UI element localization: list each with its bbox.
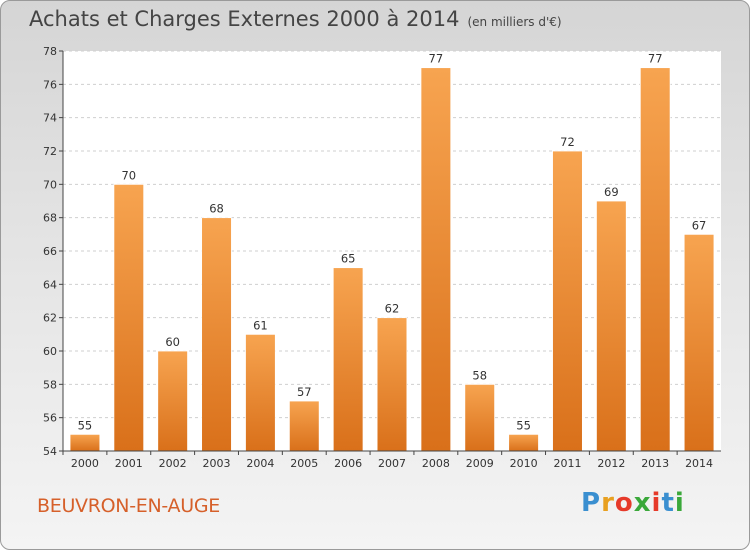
y-tick-label: 60 xyxy=(43,345,57,358)
x-tick-label-2014: 2014 xyxy=(685,457,713,470)
y-tick-label: 78 xyxy=(43,45,57,58)
y-tick-label: 72 xyxy=(43,145,57,158)
data-label-2007: 62 xyxy=(385,302,400,316)
x-tick-label-2013: 2013 xyxy=(641,457,669,470)
bar-2004 xyxy=(245,333,276,452)
axes xyxy=(59,50,721,455)
y-tick-label: 54 xyxy=(43,445,57,458)
y-tick-label: 64 xyxy=(43,278,57,291)
bar-2005 xyxy=(288,400,320,452)
y-tick-label: 58 xyxy=(43,378,57,391)
data-label-2002: 60 xyxy=(165,335,180,349)
bar-2006 xyxy=(332,267,364,452)
bar-2012 xyxy=(596,200,627,452)
location-label: BEUVRON-EN-AUGE xyxy=(37,495,220,517)
data-label-2001: 70 xyxy=(121,168,136,182)
chart-subtitle: (en milliers d'€) xyxy=(467,15,562,29)
y-tick-label: 76 xyxy=(43,78,57,91)
data-label-2009: 58 xyxy=(472,368,487,382)
logo-letter: i xyxy=(674,488,685,518)
data-label-2012: 69 xyxy=(604,185,619,199)
bar-2008 xyxy=(420,67,452,452)
proxiti-logo: Proxiti xyxy=(581,488,685,518)
bar-2001 xyxy=(113,183,145,452)
bar-2013 xyxy=(639,67,671,452)
x-tick-label-2010: 2010 xyxy=(510,457,538,470)
y-tick-label: 62 xyxy=(43,312,57,325)
bar-2000 xyxy=(69,433,101,452)
logo-letter: x xyxy=(633,488,652,518)
x-tick-label-2005: 2005 xyxy=(290,457,318,470)
x-tick-label-2006: 2006 xyxy=(334,457,362,470)
y-tick-label: 56 xyxy=(43,412,57,425)
chart-title: Achats et Charges Externes 2000 à 2014 (e… xyxy=(29,7,562,31)
data-label-2004: 61 xyxy=(253,318,268,332)
x-tick-label-2004: 2004 xyxy=(246,457,274,470)
bar-2009 xyxy=(464,383,496,452)
data-label-2006: 65 xyxy=(341,252,356,266)
data-label-2008: 77 xyxy=(429,52,444,66)
bar-2003 xyxy=(201,217,232,452)
bar-2010 xyxy=(508,433,539,452)
logo-letter: r xyxy=(601,488,615,518)
data-label-2003: 68 xyxy=(209,202,224,216)
y-tick-label: 66 xyxy=(43,245,57,258)
data-label-2010: 55 xyxy=(516,418,531,432)
data-label-2011: 72 xyxy=(560,135,575,149)
y-tick-label: 70 xyxy=(43,178,57,191)
labels: 54 56 58 60 62 64 66 68 70 72 74 76 78 55 2000 70 2001 60… xyxy=(43,45,713,470)
bars xyxy=(69,67,715,452)
title-text: Achats et Charges Externes 2000 à 2014 xyxy=(29,7,460,31)
data-label-2005: 57 xyxy=(297,385,312,399)
x-tick-label-2008: 2008 xyxy=(422,457,450,470)
logo-letter: o xyxy=(614,488,634,518)
logo-letter: P xyxy=(581,488,602,518)
data-label-2000: 55 xyxy=(78,418,93,432)
bar-2011 xyxy=(552,150,583,452)
y-tick-label: 74 xyxy=(43,112,57,125)
data-label-2013: 77 xyxy=(648,52,663,66)
x-tick-label-2002: 2002 xyxy=(159,457,187,470)
bar-2014 xyxy=(683,233,715,452)
x-tick-label-2001: 2001 xyxy=(115,457,143,470)
bar-2007 xyxy=(376,317,408,452)
logo-letter: t xyxy=(661,488,675,518)
x-tick-label-2007: 2007 xyxy=(378,457,406,470)
data-label-2014: 67 xyxy=(692,218,707,232)
x-tick-label-2009: 2009 xyxy=(466,457,494,470)
bar-2002 xyxy=(157,350,188,452)
logo-letter: i xyxy=(651,488,662,518)
x-tick-label-2003: 2003 xyxy=(203,457,231,470)
x-tick-label-2000: 2000 xyxy=(71,457,99,470)
x-tick-label-2011: 2011 xyxy=(553,457,581,470)
x-tick-label-2012: 2012 xyxy=(597,457,625,470)
y-tick-label: 68 xyxy=(43,212,57,225)
